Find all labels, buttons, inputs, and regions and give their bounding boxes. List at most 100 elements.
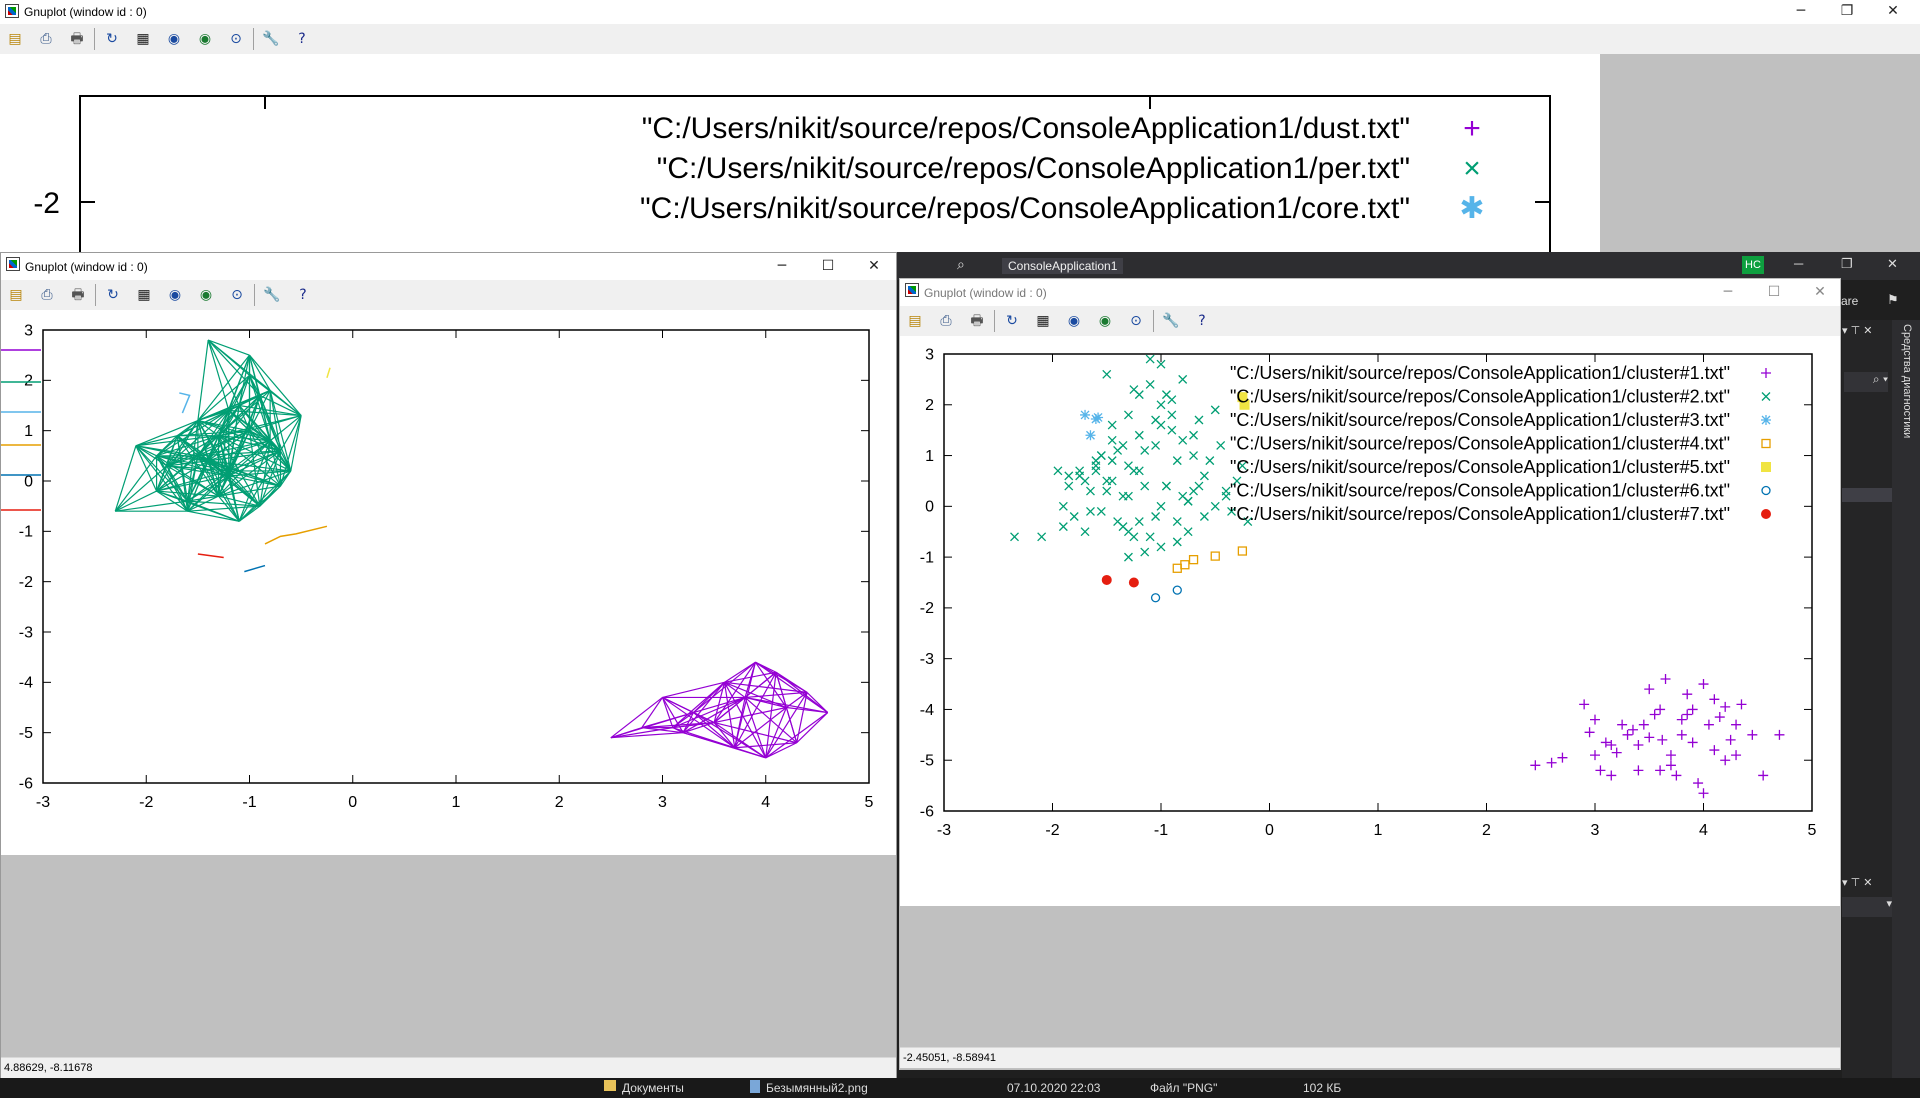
unzoom-icon[interactable]: ⊙	[231, 287, 243, 303]
export-icon[interactable]: ⎙	[940, 313, 952, 329]
maximize-button[interactable]: ☐	[1767, 284, 1781, 300]
zoom-prev-icon[interactable]: ◉	[168, 287, 182, 303]
mesh-edge	[724, 681, 808, 693]
data-point	[1761, 509, 1771, 519]
data-point	[1064, 481, 1074, 491]
vs-minimize-button[interactable]: ─	[1794, 256, 1804, 271]
data-point	[1140, 481, 1150, 491]
vs-user-avatar[interactable]: HC	[1742, 256, 1764, 274]
y-tick-label: 1	[925, 448, 934, 465]
data-point	[1221, 486, 1231, 496]
copy-icon[interactable]: ▤	[8, 31, 22, 47]
mesh-edge	[259, 485, 281, 507]
data-point	[1156, 400, 1166, 410]
print-icon[interactable]: 🖶	[970, 313, 984, 329]
vs-diagnostics-panel[interactable]	[1842, 320, 1892, 1090]
vs-maximize-button[interactable]: ❐	[1841, 256, 1853, 271]
mesh-edge	[228, 440, 271, 472]
help-icon[interactable]: ?	[1198, 313, 1206, 329]
options-icon[interactable]: 🔧	[1162, 313, 1180, 329]
y-tick-label: -4	[920, 702, 934, 719]
zoom-prev-icon[interactable]: ◉	[1067, 313, 1081, 329]
y-tick-label: -6	[19, 775, 33, 792]
unzoom-icon[interactable]: ⊙	[230, 31, 242, 47]
mesh-edge	[672, 681, 725, 729]
y-tick-label: 2	[925, 397, 934, 414]
mesh-edge	[187, 495, 219, 512]
series-line	[244, 564, 266, 573]
replot-icon[interactable]: ↻	[1006, 313, 1018, 329]
vs-close-button[interactable]: ✕	[1887, 256, 1898, 271]
vs-share-button[interactable]: are	[1841, 294, 1859, 308]
maximize-button[interactable]: ☐	[821, 258, 835, 274]
mesh-edge	[176, 404, 240, 437]
unzoom-icon[interactable]: ⊙	[1130, 313, 1142, 329]
close-button[interactable]: ✕	[868, 258, 880, 274]
grid-icon[interactable]: ▦	[136, 31, 150, 47]
print-icon[interactable]: 🖶	[70, 31, 84, 47]
zoom-next-icon[interactable]: ◉	[199, 287, 213, 303]
maximize-button[interactable]: ❐	[1840, 3, 1854, 19]
zoom-next-icon[interactable]: ◉	[1098, 313, 1112, 329]
grid-icon[interactable]: ▦	[1036, 313, 1050, 329]
replot-icon[interactable]: ↻	[107, 287, 119, 303]
mesh-edge	[115, 490, 157, 512]
left-toolbar: ▤ ⎙ 🖶 ↻ ▦ ◉ ◉ ⊙ 🔧?	[1, 280, 896, 310]
data-point	[1682, 689, 1693, 700]
help-icon[interactable]: ?	[299, 287, 307, 303]
data-point	[1671, 770, 1682, 781]
data-point	[1709, 694, 1720, 705]
mesh-edge	[765, 712, 829, 759]
data-point	[1720, 755, 1731, 766]
mesh-edge	[176, 435, 189, 512]
data-point	[1113, 446, 1123, 455]
copy-icon[interactable]: ▤	[908, 313, 922, 329]
data-point	[1150, 593, 1161, 603]
explorer-row-name[interactable]: Безымянный2.png	[766, 1081, 868, 1095]
vs-panel-search[interactable]: ⌕ ▾	[1844, 372, 1888, 392]
close-button[interactable]: ✕	[1814, 284, 1826, 300]
vs-side-tab[interactable]: Средства диагностики	[1892, 320, 1920, 1090]
mesh-edge	[290, 415, 302, 472]
explorer-row-name[interactable]: Документы	[622, 1081, 684, 1095]
zoom-next-icon[interactable]: ◉	[198, 31, 212, 47]
x-tick-label: -2	[1045, 822, 1059, 839]
vs-pin-icons-lower[interactable]: ▾ ⊤ ✕	[1842, 877, 1873, 889]
export-icon[interactable]: ⎙	[40, 31, 52, 47]
data-point	[1606, 739, 1617, 750]
close-button[interactable]: ✕	[1887, 3, 1899, 19]
data-point	[1655, 765, 1666, 776]
vs-dropdown[interactable]: ▾	[1842, 897, 1892, 917]
zoom-prev-icon[interactable]: ◉	[167, 31, 181, 47]
export-icon[interactable]: ⎙	[41, 287, 53, 303]
mesh-edge	[228, 470, 281, 487]
vs-pin-icons[interactable]: ▾ ⊤ ✕	[1842, 325, 1873, 337]
mesh-edge	[734, 707, 787, 749]
cursor-coordinates: -2.45051, -8.58941	[903, 1052, 996, 1064]
cluster-2-series	[1010, 354, 1253, 562]
minimize-button[interactable]: ─	[1723, 284, 1733, 300]
legend: "C:/Users/nikit/source/repos/ConsoleAppl…	[1230, 363, 1771, 524]
data-point	[1037, 532, 1047, 542]
mesh-edge	[218, 440, 271, 497]
print-icon[interactable]: 🖶	[71, 287, 85, 303]
data-point	[1172, 517, 1182, 527]
minimize-button[interactable]: ─	[777, 258, 787, 274]
mesh-edge	[744, 671, 777, 698]
help-icon[interactable]: ?	[298, 31, 306, 47]
copy-icon[interactable]: ▤	[9, 287, 23, 303]
vs-search-icon[interactable]: ⌕	[957, 257, 965, 273]
minimize-button[interactable]: ─	[1796, 3, 1806, 19]
mesh-edge	[228, 475, 281, 487]
data-point	[1096, 451, 1106, 461]
vs-feedback-icon[interactable]: ⚑	[1887, 292, 1899, 307]
replot-icon[interactable]: ↻	[106, 31, 118, 47]
series-5	[197, 553, 224, 559]
mesh-edge	[641, 697, 663, 728]
options-icon[interactable]: 🔧	[262, 31, 280, 47]
data-point	[1622, 729, 1633, 740]
grid-icon[interactable]: ▦	[137, 287, 151, 303]
data-point	[1145, 380, 1155, 389]
options-icon[interactable]: 🔧	[263, 287, 281, 303]
mesh-edge	[610, 732, 684, 739]
